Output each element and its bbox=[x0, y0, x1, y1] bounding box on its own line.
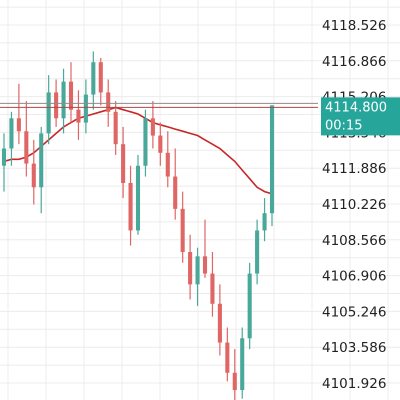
candle-body bbox=[121, 144, 126, 183]
candle-body bbox=[158, 135, 163, 153]
candle-body bbox=[106, 92, 111, 112]
y-tick-label: 4106.906 bbox=[322, 269, 386, 285]
candle-body bbox=[91, 62, 96, 95]
y-tick-label: 4108.566 bbox=[322, 233, 386, 249]
y-tick-label: 4116.866 bbox=[322, 54, 386, 70]
candle-body bbox=[61, 81, 66, 119]
candle-body bbox=[240, 338, 245, 391]
candle-body bbox=[98, 62, 103, 93]
candle-body bbox=[143, 118, 148, 166]
current-price-layer bbox=[0, 102, 318, 108]
candle-body bbox=[113, 111, 118, 145]
candle-body bbox=[83, 94, 88, 123]
candle-body bbox=[135, 165, 141, 231]
candle-body bbox=[9, 118, 14, 149]
candle-body bbox=[16, 118, 21, 132]
candle-body bbox=[232, 372, 237, 391]
candle-body bbox=[39, 133, 44, 188]
candle-body bbox=[195, 256, 200, 285]
candle-body bbox=[24, 131, 29, 164]
y-tick-label: 4103.586 bbox=[322, 340, 386, 356]
candle-body bbox=[262, 213, 267, 231]
y-tick-label: 4101.926 bbox=[322, 376, 386, 392]
candle-body bbox=[150, 118, 155, 136]
candle-body bbox=[225, 342, 230, 373]
candle-body bbox=[68, 81, 74, 110]
candle-body bbox=[46, 92, 51, 134]
candle-body bbox=[128, 182, 133, 231]
candles-layer bbox=[1, 51, 275, 400]
y-tick-label: 4111.886 bbox=[322, 161, 386, 177]
current-price-tag: 4114.800 00:15 bbox=[321, 97, 400, 136]
candle-body bbox=[54, 92, 59, 119]
candle-body bbox=[202, 256, 208, 274]
candle-body bbox=[210, 273, 215, 304]
candle-body bbox=[247, 273, 252, 339]
y-tick-label: 4118.526 bbox=[322, 18, 386, 34]
candle-body bbox=[255, 230, 260, 274]
candle-body bbox=[1, 148, 7, 166]
candle-body bbox=[173, 176, 178, 209]
candle-body bbox=[217, 303, 222, 343]
current-price-label: 4114.800 bbox=[325, 100, 387, 115]
candle-body bbox=[31, 163, 36, 188]
y-tick-label: 4105.246 bbox=[322, 304, 386, 320]
current-price-tag-background bbox=[321, 97, 400, 136]
y-axis: 4118.5264116.8664115.2064113.5464111.886… bbox=[322, 18, 386, 392]
candle-body bbox=[180, 208, 185, 253]
candle-body bbox=[165, 152, 170, 177]
candle-body bbox=[76, 109, 81, 123]
y-tick-label: 4110.226 bbox=[322, 197, 386, 213]
candle-body bbox=[269, 105, 275, 214]
candle-body bbox=[188, 252, 193, 285]
countdown-label: 00:15 bbox=[325, 118, 362, 133]
